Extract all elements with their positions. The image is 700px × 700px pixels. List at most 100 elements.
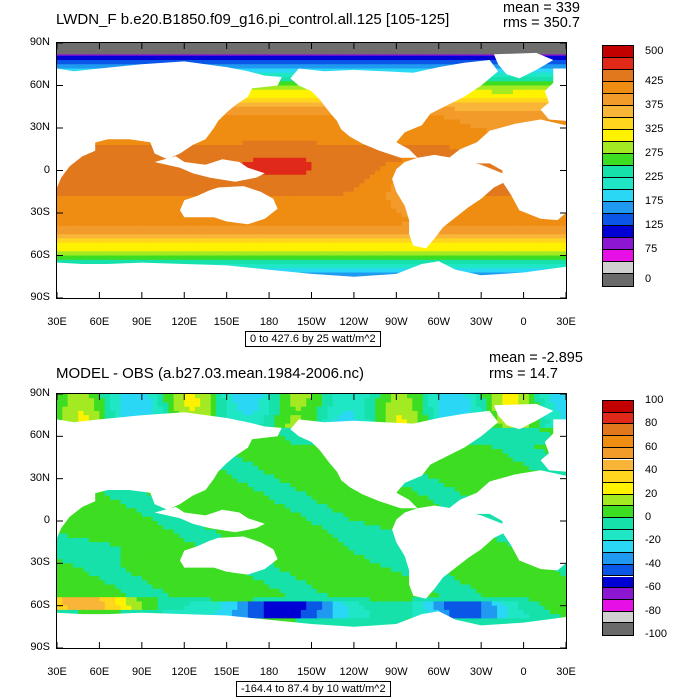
field-cell bbox=[88, 187, 95, 193]
field-cell bbox=[528, 89, 535, 95]
field-cell bbox=[534, 72, 541, 78]
field-cell bbox=[544, 230, 551, 235]
field-cell bbox=[141, 221, 148, 227]
field-cell bbox=[147, 259, 154, 265]
field-cell bbox=[247, 111, 254, 116]
field-cell bbox=[316, 140, 323, 146]
field-cell bbox=[168, 213, 175, 218]
field-cell bbox=[422, 123, 429, 129]
field-cell bbox=[327, 166, 334, 172]
field-cell bbox=[274, 183, 281, 189]
field-cell bbox=[104, 145, 111, 150]
field-cell bbox=[454, 251, 461, 257]
field-cell bbox=[512, 111, 519, 116]
field-cell bbox=[359, 162, 366, 167]
field-cell bbox=[512, 234, 519, 240]
field-cell bbox=[290, 230, 297, 235]
field-cell bbox=[120, 174, 127, 180]
field-cell bbox=[539, 89, 546, 95]
field-cell bbox=[465, 111, 472, 116]
field-cell bbox=[94, 208, 101, 214]
field-cell bbox=[534, 94, 541, 99]
field-cell bbox=[216, 238, 222, 244]
field-cell bbox=[99, 196, 106, 201]
field-cell bbox=[263, 221, 270, 227]
field-cell bbox=[263, 111, 270, 116]
field-cell bbox=[253, 183, 260, 189]
field-cell bbox=[125, 230, 132, 235]
field-cell bbox=[481, 106, 488, 112]
field-cell bbox=[454, 115, 461, 121]
field-cell bbox=[502, 191, 509, 197]
field-cell bbox=[94, 230, 101, 235]
field-cell bbox=[481, 196, 488, 201]
field-cell bbox=[152, 255, 159, 261]
field-cell bbox=[343, 187, 350, 193]
field-cell bbox=[375, 162, 382, 167]
field-cell bbox=[412, 145, 419, 150]
field-cell bbox=[502, 77, 509, 82]
field-cell bbox=[375, 149, 382, 155]
field-cell bbox=[263, 217, 270, 223]
field-cell bbox=[200, 221, 207, 227]
field-cell bbox=[189, 230, 196, 235]
field-cell bbox=[258, 85, 265, 91]
field-cell bbox=[412, 60, 419, 65]
field-cell bbox=[99, 238, 106, 244]
field-cell bbox=[534, 98, 541, 104]
field-cell bbox=[481, 238, 488, 244]
field-cell bbox=[131, 140, 138, 146]
field-cell bbox=[168, 191, 175, 197]
field-cell bbox=[141, 162, 148, 167]
field-cell bbox=[99, 213, 106, 218]
field-cell bbox=[99, 166, 106, 172]
field-cell bbox=[422, 259, 429, 265]
field-cell bbox=[300, 191, 307, 197]
field-cell bbox=[523, 72, 530, 78]
field-cell bbox=[263, 89, 270, 95]
field-cell bbox=[338, 255, 344, 261]
field-cell bbox=[401, 242, 408, 248]
field-cell bbox=[94, 251, 101, 257]
field-cell bbox=[433, 123, 440, 129]
field-cell bbox=[263, 251, 270, 257]
field-cell bbox=[237, 221, 244, 227]
field-cell bbox=[269, 136, 275, 142]
field-cell bbox=[115, 179, 122, 184]
field-cell bbox=[210, 157, 217, 163]
field-cell bbox=[284, 196, 291, 201]
field-cell bbox=[62, 204, 69, 210]
field-cell bbox=[99, 145, 106, 150]
field-cell bbox=[247, 145, 254, 150]
field-cell bbox=[507, 259, 514, 265]
field-cell bbox=[163, 200, 169, 206]
field-cell bbox=[475, 94, 482, 99]
field-cell bbox=[375, 259, 382, 265]
field-cell bbox=[502, 238, 509, 244]
field-cell bbox=[502, 123, 509, 129]
field-cell bbox=[470, 251, 477, 257]
field-cell bbox=[338, 136, 344, 142]
field-cell bbox=[295, 170, 302, 176]
field-cell bbox=[295, 166, 302, 172]
field-cell bbox=[237, 55, 244, 61]
field-cell bbox=[502, 230, 509, 235]
field-cell bbox=[433, 247, 440, 252]
field-cell bbox=[481, 81, 488, 87]
field-cell bbox=[338, 225, 344, 231]
field-cell bbox=[78, 217, 85, 223]
field-cell bbox=[316, 149, 323, 155]
field-cell bbox=[189, 221, 196, 227]
field-cell bbox=[380, 68, 387, 74]
field-cell bbox=[110, 255, 116, 261]
field-cell bbox=[263, 106, 270, 112]
field-cell bbox=[242, 98, 249, 104]
field-cell bbox=[550, 55, 556, 61]
field-cell bbox=[343, 157, 350, 163]
field-cell bbox=[364, 174, 371, 180]
field-cell bbox=[380, 247, 387, 252]
field-cell bbox=[269, 191, 275, 197]
field-cell bbox=[353, 234, 360, 240]
field-cell bbox=[67, 208, 74, 214]
field-cell bbox=[518, 251, 525, 257]
